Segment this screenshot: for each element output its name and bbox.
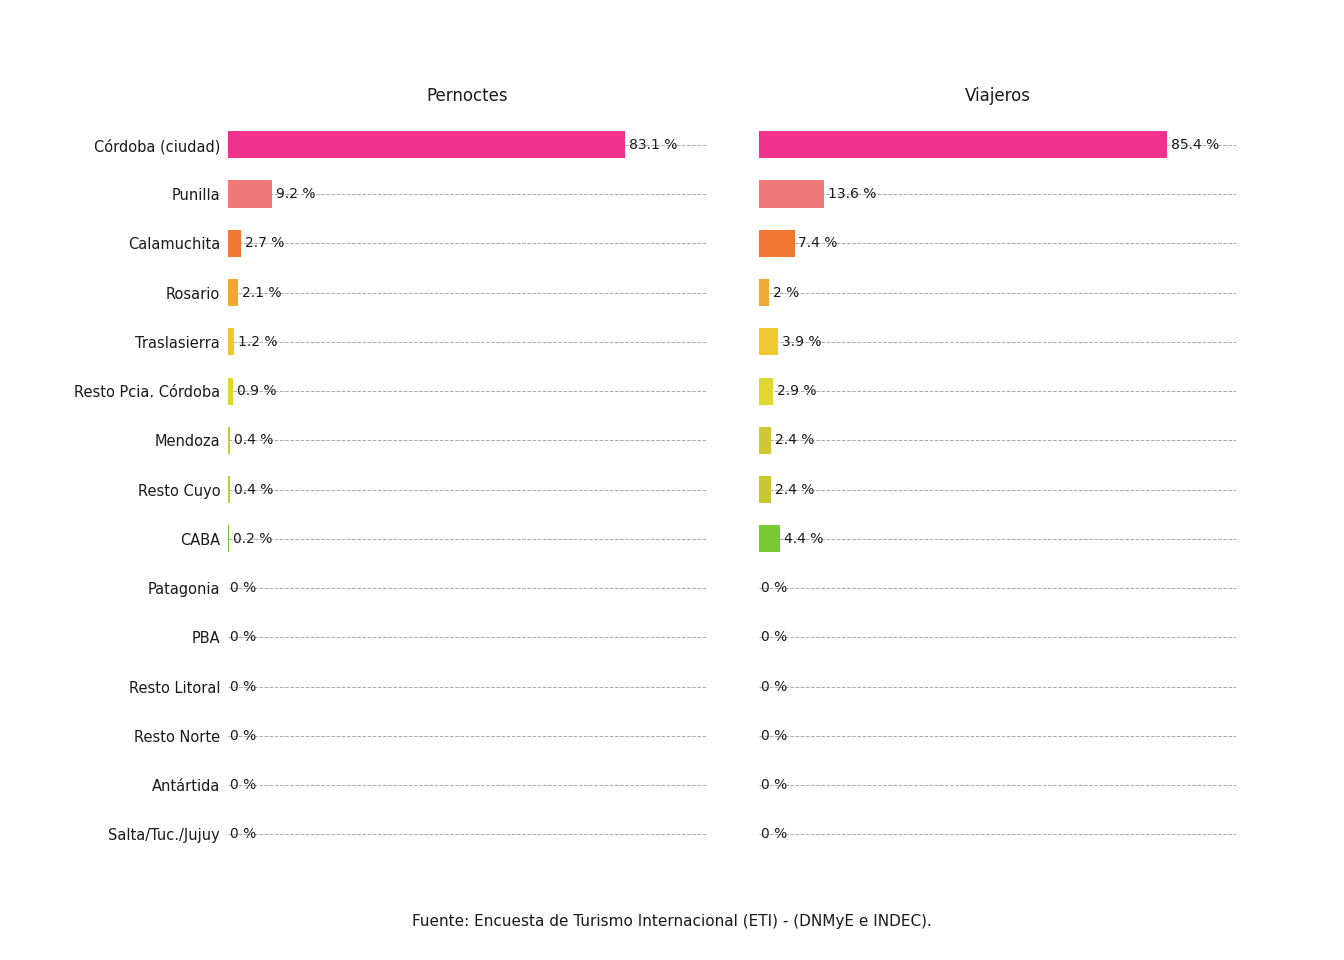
Text: 9.2 %: 9.2 % [277,187,316,201]
Text: 4.4 %: 4.4 % [784,532,824,546]
Text: 0 %: 0 % [761,828,788,842]
Bar [759,525,781,552]
Bar [228,180,273,207]
Bar [228,427,230,454]
Text: 1.2 %: 1.2 % [238,335,277,348]
Bar [759,229,794,257]
Bar [759,279,769,306]
Text: 0 %: 0 % [230,779,257,792]
Bar [759,427,771,454]
Text: 85.4 %: 85.4 % [1171,137,1219,152]
Bar [228,328,234,355]
Text: 0.9 %: 0.9 % [237,384,276,398]
Text: 0 %: 0 % [230,581,257,595]
Bar [228,229,242,257]
Text: 7.4 %: 7.4 % [798,236,837,251]
Text: 0.2 %: 0.2 % [234,532,273,546]
Bar [228,132,625,158]
Text: 13.6 %: 13.6 % [828,187,876,201]
Text: 83.1 %: 83.1 % [629,137,677,152]
Text: 2.4 %: 2.4 % [774,433,814,447]
Title: Viajeros: Viajeros [965,87,1031,106]
Text: 3.9 %: 3.9 % [782,335,821,348]
Text: 2.9 %: 2.9 % [777,384,817,398]
Bar [228,279,238,306]
Text: 0 %: 0 % [230,828,257,842]
Text: 2.7 %: 2.7 % [245,236,285,251]
Text: 2.4 %: 2.4 % [774,483,814,496]
Text: 0 %: 0 % [761,729,788,743]
Text: 0 %: 0 % [761,581,788,595]
Text: 0 %: 0 % [230,631,257,644]
Bar [759,180,824,207]
Text: 0.4 %: 0.4 % [234,483,274,496]
Text: Fuente: Encuesta de Turismo Internacional (ETI) - (DNMyE e INDEC).: Fuente: Encuesta de Turismo Internaciona… [413,914,931,929]
Text: 0 %: 0 % [230,729,257,743]
Text: 0 %: 0 % [761,779,788,792]
Bar [228,377,233,404]
Text: 0 %: 0 % [761,680,788,694]
Text: 0 %: 0 % [230,680,257,694]
Bar [759,377,773,404]
Text: 2.1 %: 2.1 % [242,285,282,300]
Text: 0 %: 0 % [761,631,788,644]
Bar [759,132,1167,158]
Title: Pernoctes: Pernoctes [426,87,508,106]
Bar [228,476,230,503]
Bar [759,476,771,503]
Bar [759,328,778,355]
Text: 0.4 %: 0.4 % [234,433,274,447]
Text: 2 %: 2 % [773,285,798,300]
